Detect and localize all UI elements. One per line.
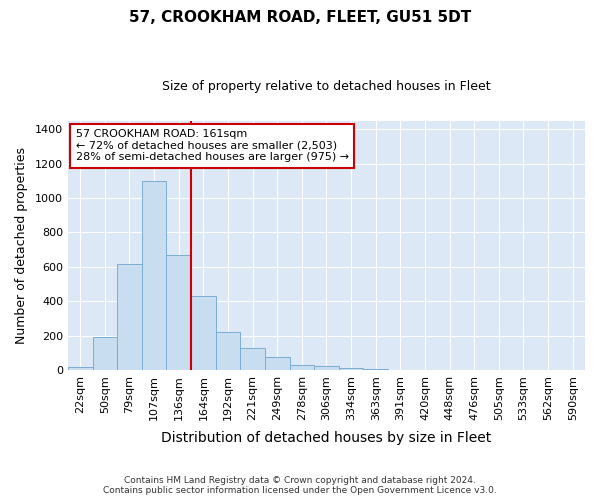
Title: Size of property relative to detached houses in Fleet: Size of property relative to detached ho…: [162, 80, 491, 93]
Bar: [364, 369, 388, 370]
Bar: [142, 180, 166, 370]
Y-axis label: Number of detached properties: Number of detached properties: [15, 146, 28, 344]
Bar: [215, 332, 240, 370]
X-axis label: Distribution of detached houses by size in Fleet: Distribution of detached houses by size …: [161, 431, 491, 445]
Bar: [314, 366, 339, 370]
Bar: [339, 368, 364, 370]
Bar: [191, 296, 215, 370]
Text: Contains HM Land Registry data © Crown copyright and database right 2024.
Contai: Contains HM Land Registry data © Crown c…: [103, 476, 497, 495]
Text: 57, CROOKHAM ROAD, FLEET, GU51 5DT: 57, CROOKHAM ROAD, FLEET, GU51 5DT: [129, 10, 471, 25]
Bar: [117, 264, 142, 370]
Bar: [166, 254, 191, 370]
Bar: [68, 368, 92, 370]
Bar: [290, 364, 314, 370]
Bar: [265, 357, 290, 370]
Bar: [240, 348, 265, 370]
Text: 57 CROOKHAM ROAD: 161sqm
← 72% of detached houses are smaller (2,503)
28% of sem: 57 CROOKHAM ROAD: 161sqm ← 72% of detach…: [76, 130, 349, 162]
Bar: [92, 337, 117, 370]
